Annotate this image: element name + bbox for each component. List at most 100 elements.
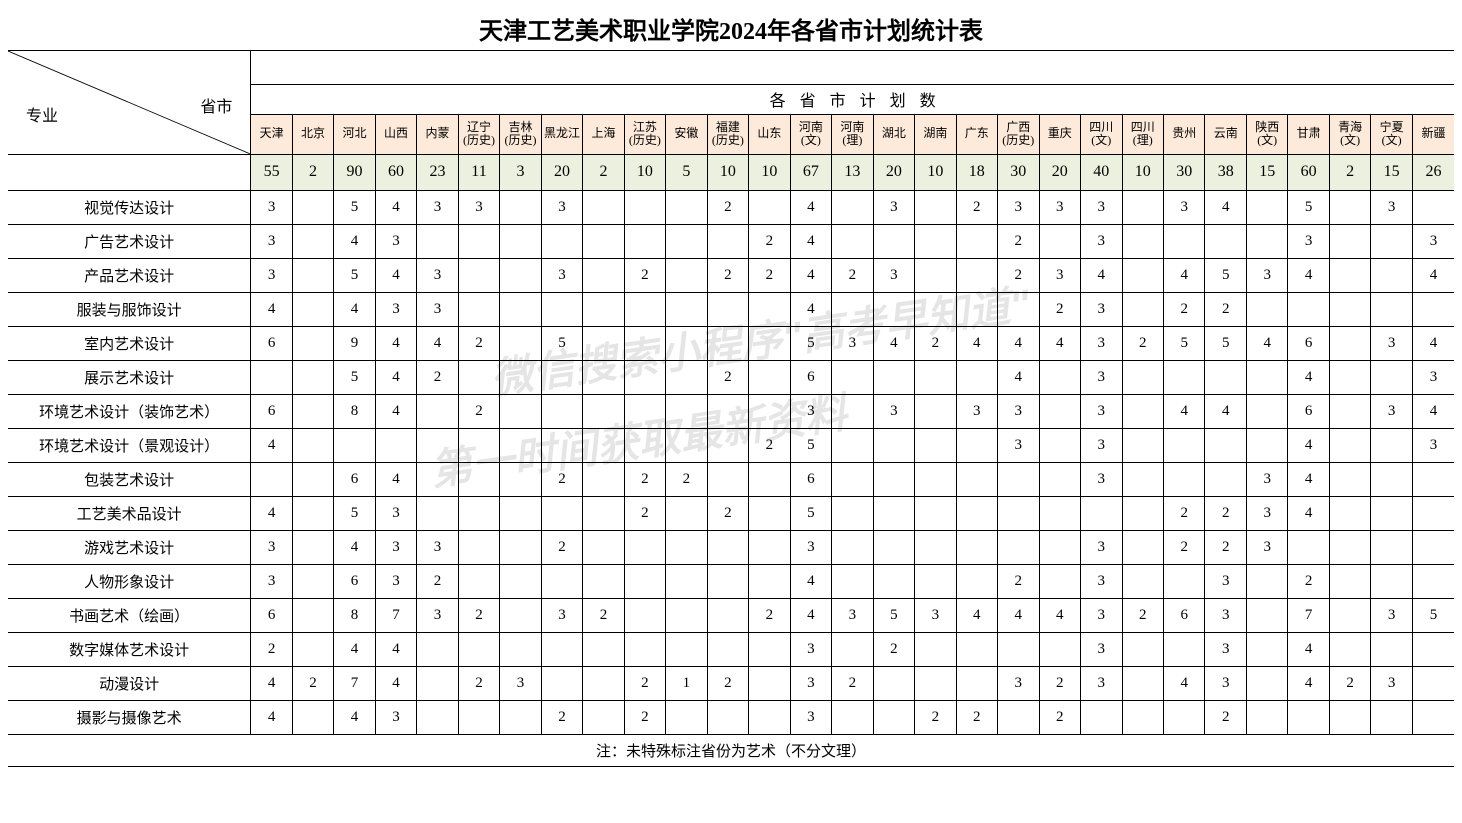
value-cell (292, 462, 333, 496)
value-cell: 5 (334, 190, 375, 224)
value-cell: 3 (1081, 564, 1122, 598)
major-name: 视觉传达设计 (8, 190, 251, 224)
value-cell (832, 394, 873, 428)
value-cell: 2 (624, 258, 665, 292)
footnote-row: 注：未特殊标注省份为艺术（不分文理） (8, 734, 1454, 766)
value-cell (1205, 224, 1246, 258)
province-header: 河北 (334, 114, 375, 154)
value-cell: 2 (956, 190, 997, 224)
value-cell: 3 (873, 190, 914, 224)
value-cell (500, 292, 541, 326)
value-cell (583, 394, 624, 428)
value-cell: 4 (375, 360, 416, 394)
value-cell: 3 (956, 394, 997, 428)
value-cell: 2 (624, 666, 665, 700)
province-header: 辽宁(历史) (458, 114, 499, 154)
value-cell (915, 462, 956, 496)
value-cell (624, 598, 665, 632)
value-cell (707, 598, 748, 632)
value-cell: 2 (1205, 292, 1246, 326)
value-cell (1412, 700, 1454, 734)
total-cell: 18 (956, 154, 997, 190)
value-cell: 4 (251, 496, 292, 530)
value-cell (956, 292, 997, 326)
value-cell: 3 (251, 224, 292, 258)
value-cell: 4 (1288, 462, 1329, 496)
value-cell: 2 (998, 258, 1039, 292)
value-cell (583, 632, 624, 666)
value-cell (541, 496, 582, 530)
value-cell (624, 360, 665, 394)
value-cell: 5 (790, 326, 831, 360)
value-cell: 4 (1205, 394, 1246, 428)
value-cell: 4 (1081, 258, 1122, 292)
value-cell: 4 (1412, 394, 1454, 428)
value-cell: 4 (873, 326, 914, 360)
value-cell: 2 (624, 462, 665, 496)
value-cell (1246, 292, 1287, 326)
value-cell (292, 496, 333, 530)
value-cell: 3 (458, 190, 499, 224)
value-cell: 3 (251, 530, 292, 564)
value-cell (1039, 496, 1080, 530)
value-cell (1246, 666, 1287, 700)
value-cell: 4 (251, 700, 292, 734)
value-cell: 3 (1081, 666, 1122, 700)
value-cell: 4 (417, 326, 458, 360)
value-cell (292, 190, 333, 224)
value-cell (749, 632, 790, 666)
value-cell: 2 (998, 224, 1039, 258)
value-cell (1122, 360, 1163, 394)
value-cell (873, 428, 914, 462)
value-cell (1329, 700, 1370, 734)
province-header: 江苏(历史) (624, 114, 665, 154)
value-cell (1205, 462, 1246, 496)
value-cell (1205, 360, 1246, 394)
major-row: 服装与服饰设计443342322 (8, 292, 1454, 326)
value-cell: 2 (583, 598, 624, 632)
value-cell: 2 (832, 666, 873, 700)
major-row: 广告艺术设计343242333 (8, 224, 1454, 258)
value-cell: 4 (1412, 326, 1454, 360)
value-cell: 6 (334, 462, 375, 496)
value-cell (541, 632, 582, 666)
value-cell (666, 360, 707, 394)
value-cell (1371, 700, 1412, 734)
major-name: 室内艺术设计 (8, 326, 251, 360)
value-cell: 4 (1163, 394, 1204, 428)
value-cell: 4 (956, 598, 997, 632)
value-cell (1122, 394, 1163, 428)
value-cell (583, 428, 624, 462)
value-cell (500, 530, 541, 564)
value-cell (915, 190, 956, 224)
value-cell (458, 292, 499, 326)
value-cell (1329, 564, 1370, 598)
major-row: 视觉传达设计35433324323333453 (8, 190, 1454, 224)
value-cell (541, 666, 582, 700)
value-cell (749, 564, 790, 598)
value-cell (417, 700, 458, 734)
value-cell (583, 564, 624, 598)
value-cell (998, 632, 1039, 666)
value-cell: 2 (1205, 530, 1246, 564)
value-cell: 4 (251, 428, 292, 462)
value-cell (417, 666, 458, 700)
value-cell: 3 (417, 598, 458, 632)
value-cell: 3 (417, 258, 458, 292)
total-cell: 15 (1246, 154, 1287, 190)
value-cell (1039, 462, 1080, 496)
value-cell: 2 (458, 394, 499, 428)
value-cell: 3 (790, 666, 831, 700)
value-cell (1246, 564, 1287, 598)
value-cell (624, 190, 665, 224)
value-cell (873, 292, 914, 326)
value-cell (998, 700, 1039, 734)
value-cell: 4 (1288, 632, 1329, 666)
value-cell: 2 (666, 462, 707, 496)
major-row: 摄影与摄像艺术4432232222 (8, 700, 1454, 734)
value-cell (251, 360, 292, 394)
major-name: 工艺美术品设计 (8, 496, 251, 530)
value-cell: 4 (998, 360, 1039, 394)
value-cell: 4 (375, 258, 416, 292)
value-cell (1163, 462, 1204, 496)
